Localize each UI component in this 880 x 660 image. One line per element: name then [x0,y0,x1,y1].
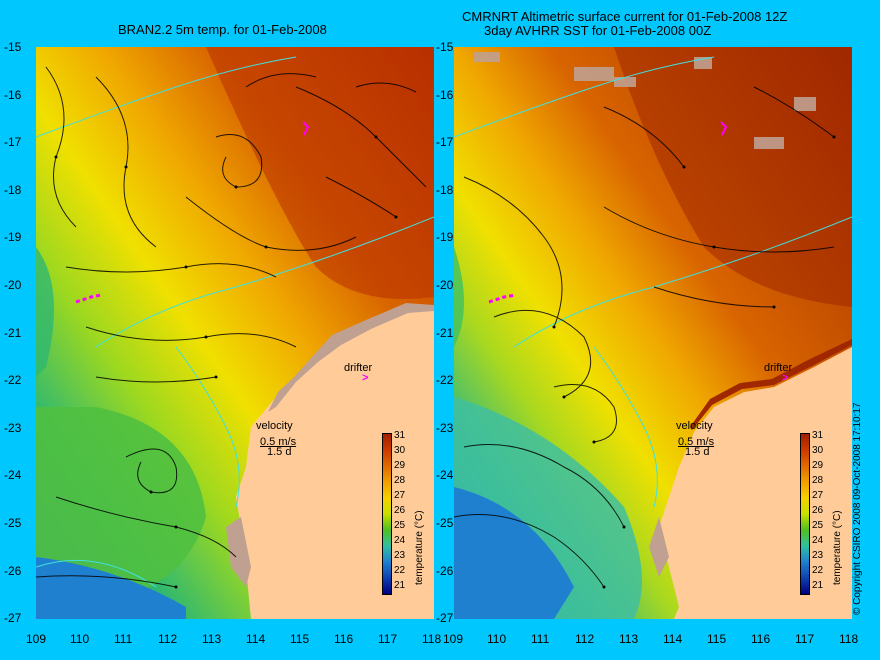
left-colorbar [382,433,392,595]
right-map-image [454,47,852,619]
left-colorbar-ticks: 31 30 29 28 27 26 25 24 23 22 21 [394,430,414,600]
right-cb-tick: 24 [812,535,824,546]
x-tick: 114 [246,632,266,646]
left-x-axis: 109 110 111 112 113 114 115 116 117 118 [26,632,446,652]
y-tick: -23 [4,421,22,435]
x-tick: 109 [26,632,47,646]
copyright-text: © Copyright CSIRO 2008 09-Oct-2008 17:10… [852,402,863,616]
y-tick: -18 [436,183,454,197]
right-velocity-scale: 0.5 m/s [678,436,715,448]
y-tick: -20 [4,278,22,292]
right-velocity-time: 1.5 d [685,446,710,458]
right-map-title-line1: CMRNRT Altimetric surface current for 01… [462,9,788,24]
y-tick: -21 [436,326,454,340]
y-tick: -16 [4,88,22,102]
y-tick: -17 [436,135,454,149]
right-cb-tick: 25 [812,520,824,531]
x-tick: 111 [114,632,133,646]
right-cb-tick: 30 [812,445,824,456]
left-cb-tick: 23 [394,550,406,561]
left-cb-tick: 27 [394,490,406,501]
y-tick: -27 [436,611,454,625]
y-tick: -25 [4,516,22,530]
x-tick: 118 [839,632,859,646]
right-cb-tick: 26 [812,505,824,516]
y-tick: -23 [436,421,454,435]
x-tick: 113 [619,632,639,646]
x-tick: 109 [443,632,464,646]
right-cb-tick: 31 [812,430,824,441]
y-tick: -24 [436,468,454,482]
left-colorbar-label: temperature (°C) [414,510,425,585]
right-colorbar-label: temperature (°C) [832,510,843,585]
left-velocity-scale: 0.5 m/s [260,436,297,448]
right-map-title-line2: 3day AVHRR SST for 01-Feb-2008 00Z [484,23,712,38]
right-colorbar-ticks: 31 30 29 28 27 26 25 24 23 22 21 [812,430,832,600]
y-tick: -19 [436,230,454,244]
y-tick: -15 [4,40,22,54]
left-cb-tick: 22 [394,565,406,576]
x-tick: 110 [487,632,507,646]
y-tick: -20 [436,278,454,292]
left-cb-tick: 30 [394,445,406,456]
left-cb-tick: 28 [394,475,406,486]
right-drifter-label: drifter [764,362,793,374]
x-tick: 117 [378,632,398,646]
x-tick: 114 [663,632,683,646]
left-cb-tick: 29 [394,460,406,471]
x-tick: 118 [422,632,442,646]
right-cb-tick: 23 [812,550,824,561]
left-streamline-dots [54,135,398,589]
y-tick: -24 [4,468,22,482]
y-tick: -17 [4,135,22,149]
x-tick: 111 [531,632,550,646]
x-tick: 116 [334,632,354,646]
right-streamline-dots [552,135,836,589]
x-tick: 117 [795,632,815,646]
right-drifter-marker: > [782,372,789,384]
left-velocity-label: velocity [256,420,293,432]
left-map-title: BRAN2.2 5m temp. for 01-Feb-2008 [118,22,327,37]
y-tick: -21 [4,326,22,340]
y-tick: -18 [4,183,22,197]
y-tick: -16 [436,88,454,102]
right-cb-tick: 21 [812,580,824,591]
y-tick: -22 [436,373,454,387]
left-cb-tick: 25 [394,520,406,531]
x-tick: 115 [707,632,727,646]
left-map [36,47,434,619]
left-drifter-label: drifter [344,362,373,374]
left-map-image [36,47,434,619]
right-cb-tick: 29 [812,460,824,471]
right-cb-tick: 28 [812,475,824,486]
y-tick: -15 [436,40,454,54]
y-tick: -22 [4,373,22,387]
left-cb-tick: 31 [394,430,406,441]
x-tick: 115 [290,632,310,646]
right-velocity-label: velocity [676,420,713,432]
x-tick: 113 [202,632,222,646]
x-tick: 112 [575,632,595,646]
left-drifter-marker: > [362,372,369,384]
x-tick: 110 [70,632,90,646]
y-tick: -26 [4,564,22,578]
right-cb-tick: 27 [812,490,824,501]
right-cb-tick: 22 [812,565,824,576]
y-tick: -19 [4,230,22,244]
right-x-axis: 109 110 111 112 113 114 115 116 117 118 [443,632,873,652]
y-tick: -27 [4,611,22,625]
right-y-axis: -15 -16 -17 -18 -19 -20 -21 -22 -23 -24 … [436,40,454,630]
right-colorbar [800,433,810,595]
y-tick: -26 [436,564,454,578]
left-cb-tick: 21 [394,580,406,591]
left-cb-tick: 26 [394,505,406,516]
x-tick: 112 [158,632,178,646]
left-cb-tick: 24 [394,535,406,546]
x-tick: 116 [751,632,771,646]
left-velocity-time: 1.5 d [267,446,292,458]
y-tick: -25 [436,516,454,530]
left-y-axis: -15 -16 -17 -18 -19 -20 -21 -22 -23 -24 … [0,40,36,630]
right-map [454,47,852,619]
